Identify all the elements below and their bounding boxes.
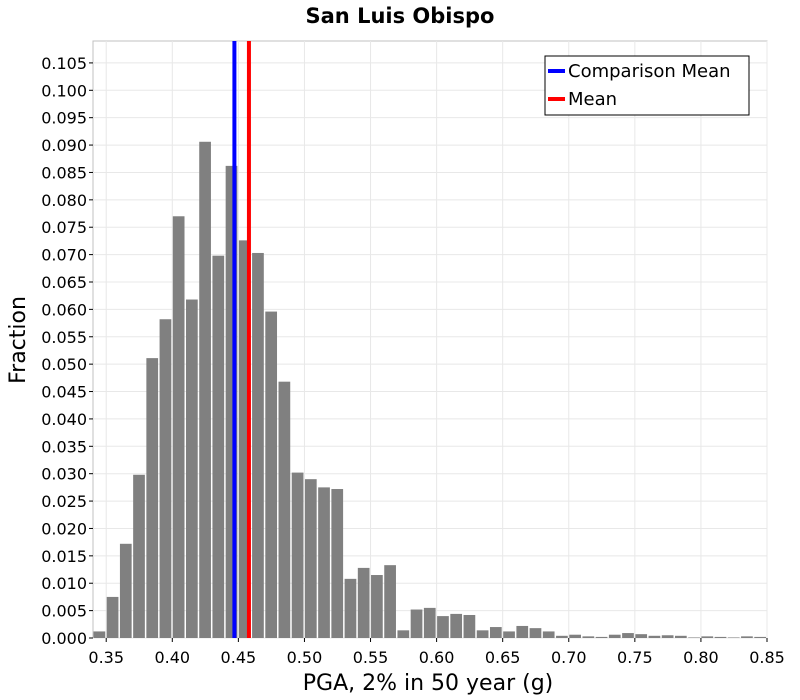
histogram-bar (463, 614, 476, 638)
y-tick-label: 0.025 (41, 492, 87, 511)
y-tick-label: 0.095 (41, 109, 87, 128)
histogram-bar (119, 543, 132, 638)
x-tick-label: 0.55 (353, 648, 389, 667)
histogram-bar (318, 487, 330, 638)
y-tick-label: 0.030 (41, 465, 87, 484)
histogram-bar (212, 255, 225, 638)
histogram-bar (674, 635, 687, 638)
histogram-bar (741, 636, 753, 638)
histogram-bar (489, 627, 502, 638)
histogram-bar (516, 625, 529, 638)
histogram-bar (423, 607, 436, 638)
y-tick-label: 0.005 (41, 602, 87, 621)
legend-label: Mean (568, 89, 617, 110)
y-tick-label: 0.100 (41, 81, 87, 100)
histogram-bar (199, 141, 211, 638)
histogram-bar (476, 630, 489, 638)
y-tick-label: 0.080 (41, 191, 87, 210)
histogram-bar (754, 636, 766, 638)
histogram-bar (635, 634, 648, 638)
histogram-bar (265, 311, 278, 638)
x-tick-label: 0.35 (88, 648, 124, 667)
x-tick-label: 0.60 (419, 648, 455, 667)
histogram-bar (225, 165, 238, 638)
histogram-bar (714, 636, 727, 638)
y-tick-label: 0.060 (41, 300, 87, 319)
histogram-bar (397, 630, 410, 638)
histogram-bar (569, 634, 581, 638)
y-tick-label: 0.040 (41, 410, 87, 429)
histogram-bar (172, 216, 185, 638)
y-tick-label: 0.085 (41, 163, 87, 182)
histogram-bar (595, 636, 608, 638)
x-tick-label: 0.40 (154, 648, 190, 667)
histogram-bar (648, 635, 661, 638)
histogram-bar (384, 565, 396, 638)
histogram-bar (304, 479, 317, 638)
y-tick-label: 0.090 (41, 136, 87, 155)
mean-lines (232, 41, 251, 638)
histogram-bar (608, 634, 621, 638)
x-tick-label: 0.70 (551, 648, 587, 667)
histogram-bar (371, 575, 383, 638)
histogram-bar (291, 472, 304, 638)
histogram-bar (688, 637, 700, 638)
y-tick-label: 0.105 (41, 54, 87, 73)
x-tick-label: 0.85 (749, 648, 785, 667)
y-axis-ticks: 0.000 0.005 0.010 0.015 0.020 0.025 0.030 0.035… (41, 54, 93, 648)
histogram-bar (344, 578, 357, 638)
histogram-bar (357, 567, 370, 638)
x-tick-label: 0.65 (485, 648, 521, 667)
y-tick-label: 0.070 (41, 246, 87, 265)
y-tick-label: 0.055 (41, 328, 87, 347)
legend-label: Comparison Mean (568, 61, 731, 82)
histogram-bar (437, 616, 449, 638)
histogram-bar (542, 631, 555, 638)
x-tick-label: 0.45 (221, 648, 257, 667)
histogram-bar (582, 636, 595, 638)
histogram-bar (661, 635, 674, 638)
y-axis-label: Fraction (6, 296, 31, 384)
x-tick-label: 0.50 (287, 648, 323, 667)
legend: Comparison Mean Mean (544, 55, 750, 116)
y-tick-label: 0.075 (41, 218, 87, 237)
histogram-bars (93, 141, 766, 638)
chart-title: San Luis Obispo (306, 4, 495, 28)
y-tick-label: 0.035 (41, 437, 87, 456)
histogram-bar (529, 628, 542, 638)
histogram-bar (278, 381, 291, 638)
x-axis-label: PGA, 2% in 50 year (g) (303, 671, 554, 696)
legend-box (544, 55, 750, 116)
histogram-bar (622, 633, 634, 638)
y-tick-label: 0.015 (41, 547, 87, 566)
y-tick-label: 0.000 (41, 629, 87, 648)
histogram-bar (146, 358, 159, 638)
y-tick-label: 0.010 (41, 574, 87, 593)
histogram-bar (503, 631, 515, 638)
histogram-bar (727, 637, 740, 638)
histogram-bar (238, 240, 251, 638)
histogram-bar (106, 596, 119, 638)
histogram-bar (93, 631, 106, 638)
x-axis-ticks: 0.35 0.40 0.45 0.50 0.55 0.60 0.65 0.70 0.75 0.80… (88, 638, 785, 667)
x-tick-label: 0.80 (683, 648, 719, 667)
y-tick-label: 0.020 (41, 519, 87, 538)
x-tick-label: 0.75 (617, 648, 653, 667)
y-tick-label: 0.045 (41, 383, 87, 402)
y-tick-label: 0.050 (41, 355, 87, 374)
histogram-bar (252, 252, 264, 638)
histogram-bar (186, 299, 198, 638)
y-tick-label: 0.065 (41, 273, 87, 292)
histogram-bar (159, 319, 172, 638)
histogram-bar (133, 474, 145, 638)
histogram-bar (331, 489, 344, 638)
histogram-bar (556, 635, 568, 638)
histogram-bar (450, 613, 463, 638)
histogram-bar (410, 609, 423, 638)
histogram-bar (701, 636, 714, 638)
